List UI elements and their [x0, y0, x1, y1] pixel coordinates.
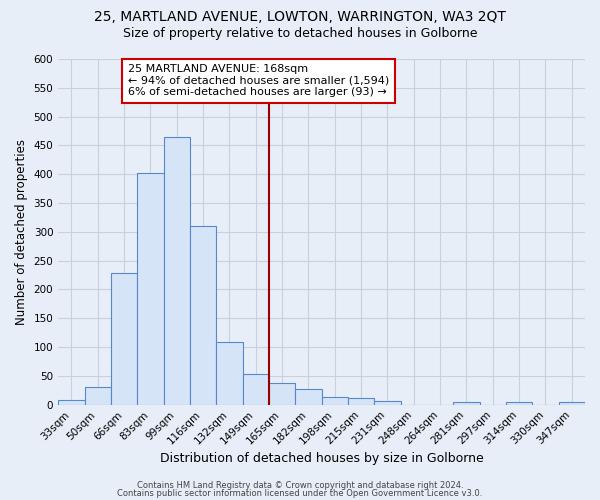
Bar	[111, 274, 137, 404]
Bar	[374, 400, 401, 404]
Text: Contains HM Land Registry data © Crown copyright and database right 2024.: Contains HM Land Registry data © Crown c…	[137, 481, 463, 490]
Bar	[58, 400, 85, 404]
X-axis label: Distribution of detached houses by size in Golborne: Distribution of detached houses by size …	[160, 452, 484, 465]
Text: Size of property relative to detached houses in Golborne: Size of property relative to detached ho…	[123, 28, 477, 40]
Bar	[559, 402, 585, 404]
Bar	[216, 342, 242, 404]
Bar	[85, 388, 111, 404]
Bar	[269, 383, 295, 404]
Text: 25, MARTLAND AVENUE, LOWTON, WARRINGTON, WA3 2QT: 25, MARTLAND AVENUE, LOWTON, WARRINGTON,…	[94, 10, 506, 24]
Y-axis label: Number of detached properties: Number of detached properties	[15, 139, 28, 325]
Bar	[242, 374, 269, 404]
Bar	[453, 402, 479, 404]
Bar	[322, 397, 348, 404]
Text: 25 MARTLAND AVENUE: 168sqm
← 94% of detached houses are smaller (1,594)
6% of se: 25 MARTLAND AVENUE: 168sqm ← 94% of deta…	[128, 64, 389, 98]
Bar	[295, 389, 322, 404]
Bar	[137, 172, 164, 404]
Bar	[190, 226, 216, 404]
Bar	[506, 402, 532, 404]
Bar	[164, 137, 190, 404]
Text: Contains public sector information licensed under the Open Government Licence v3: Contains public sector information licen…	[118, 488, 482, 498]
Bar	[348, 398, 374, 404]
